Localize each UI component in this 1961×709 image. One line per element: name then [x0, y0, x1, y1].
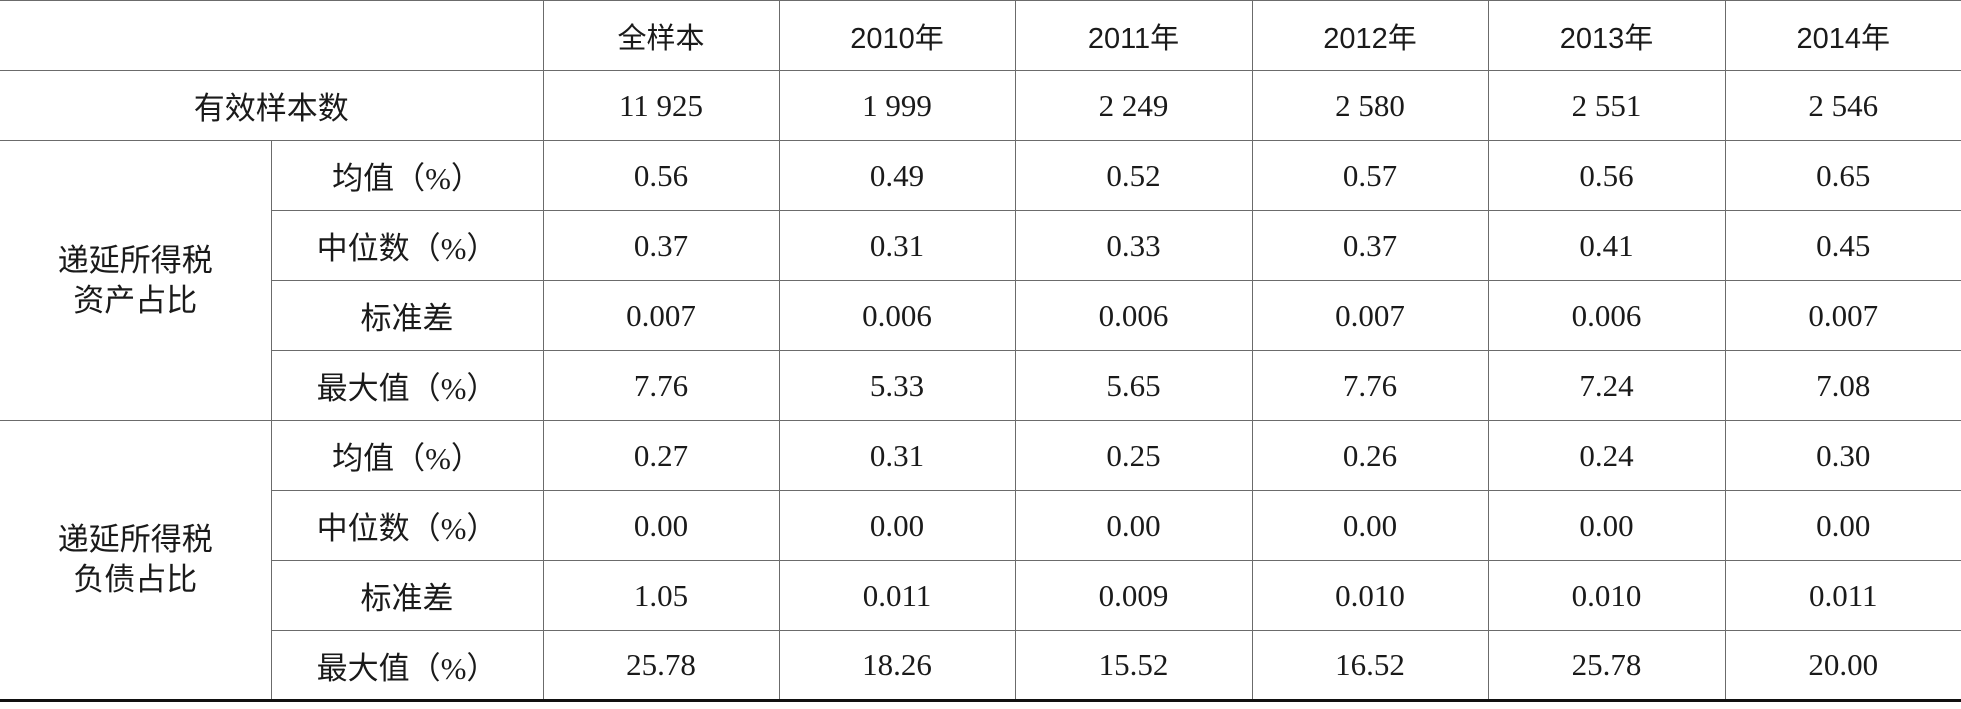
- cell: 0.41: [1487, 210, 1726, 281]
- data-row: 标准差 1.05 0.011 0.009 0.010 0.010 0.011: [0, 560, 1961, 631]
- row-label: 均值（%）: [270, 140, 544, 211]
- cell: 7.08: [1724, 350, 1961, 421]
- cell: 18.26: [778, 630, 1016, 702]
- cell: 0.30: [1724, 420, 1961, 491]
- cell: 5.65: [1014, 350, 1253, 421]
- group-label-line: 递延所得税: [57, 522, 213, 557]
- corner-cell: [0, 0, 544, 71]
- cell: 0.45: [1724, 210, 1961, 281]
- header-cell: 2013年: [1487, 0, 1726, 71]
- cell: 0.011: [1724, 560, 1961, 631]
- cell: 0.49: [778, 140, 1016, 211]
- row-label: 中位数（%）: [271, 490, 544, 561]
- cell: 0.56: [542, 140, 780, 211]
- header-row: 全样本 2010年 2011年 2012年 2013年 2014年: [0, 0, 1961, 71]
- row-label: 有效样本数: [0, 70, 544, 141]
- data-row: 中位数（%） 0.37 0.31 0.33 0.37 0.41 0.45: [0, 210, 1961, 281]
- cell: 0.24: [1487, 420, 1726, 491]
- data-row: 递延所得税 资产占比 均值（%） 0.56 0.49 0.52 0.57 0.56 0.65: [0, 140, 1961, 421]
- cell: 1 999: [778, 70, 1016, 141]
- cell: 0.00: [542, 490, 780, 561]
- data-row: 递延所得税 负债占比 均值（%） 0.27 0.31 0.25 0.26 0.24 0.30: [0, 420, 1961, 702]
- cell: 0.31: [778, 420, 1016, 491]
- cell: 1.05: [542, 560, 780, 631]
- header-cell: 全样本: [542, 0, 780, 71]
- data-row: 标准差 0.007 0.006 0.006 0.007 0.006 0.007: [0, 280, 1961, 351]
- cell: 0.009: [1014, 560, 1253, 631]
- cell: 25.78: [542, 630, 780, 702]
- cell: 0.56: [1487, 140, 1726, 211]
- cell: 2 546: [1724, 70, 1961, 141]
- cell: 2 249: [1014, 70, 1253, 141]
- cell: 0.37: [1251, 210, 1489, 281]
- group-label-line: 递延所得税: [57, 242, 213, 278]
- cell: 0.010: [1251, 560, 1489, 631]
- row-label: 均值（%）: [270, 420, 544, 491]
- cell: 7.24: [1487, 350, 1726, 421]
- row-label: 标准差: [271, 560, 544, 631]
- cell: 0.010: [1487, 560, 1726, 631]
- cell: 0.26: [1251, 420, 1489, 491]
- group-label: 递延所得税 负债占比: [0, 420, 272, 702]
- row-label: 中位数（%）: [271, 210, 544, 281]
- cell: 2 580: [1251, 70, 1489, 141]
- header-cell: 2014年: [1724, 0, 1961, 71]
- cell: 0.00: [1014, 490, 1253, 561]
- cell: 16.52: [1251, 630, 1489, 702]
- group-label-line: 负债占比: [73, 562, 198, 597]
- row-label: 最大值（%）: [271, 630, 544, 702]
- header-cell: 2011年: [1014, 0, 1253, 71]
- cell: 25.78: [1487, 630, 1726, 702]
- group-label-line: 资产占比: [73, 282, 198, 318]
- cell: 7.76: [542, 350, 780, 421]
- group-label: 递延所得税 资产占比: [0, 140, 272, 421]
- data-row: 最大值（%） 25.78 18.26 15.52 16.52 25.78 20.00: [0, 630, 1961, 702]
- cell: 0.52: [1014, 140, 1253, 211]
- cell: 0.007: [542, 280, 780, 351]
- cell: 0.006: [778, 280, 1016, 351]
- cell: 0.65: [1724, 140, 1961, 211]
- cell: 0.57: [1251, 140, 1489, 211]
- cell: 0.37: [542, 210, 780, 281]
- cell: 11 925: [542, 70, 780, 141]
- cell: 0.27: [542, 420, 780, 491]
- cell: 0.33: [1014, 210, 1253, 281]
- row-label: 最大值（%）: [271, 350, 544, 421]
- data-row: 最大值（%） 7.76 5.33 5.65 7.76 7.24 7.08: [0, 350, 1961, 421]
- cell: 0.00: [778, 490, 1016, 561]
- sample-row: 有效样本数 11 925 1 999 2 249 2 580 2 551 2 546: [0, 70, 1961, 141]
- cell: 0.00: [1487, 490, 1726, 561]
- cell: 0.007: [1724, 280, 1961, 351]
- cell: 15.52: [1014, 630, 1253, 702]
- header-cell: 2012年: [1251, 0, 1489, 71]
- cell: 2 551: [1487, 70, 1726, 141]
- cell: 0.006: [1014, 280, 1253, 351]
- cell: 0.006: [1487, 280, 1726, 351]
- cell: 0.31: [778, 210, 1016, 281]
- cell: 0.007: [1251, 280, 1489, 351]
- data-row: 中位数（%） 0.00 0.00 0.00 0.00 0.00 0.00: [0, 490, 1961, 561]
- cell: 7.76: [1251, 350, 1489, 421]
- cell: 20.00: [1724, 630, 1961, 702]
- cell: 5.33: [778, 350, 1016, 421]
- cell: 0.25: [1014, 420, 1253, 491]
- row-label: 标准差: [271, 280, 544, 351]
- cell: 0.00: [1251, 490, 1489, 561]
- cell: 0.011: [778, 560, 1016, 631]
- header-cell: 2010年: [778, 0, 1016, 71]
- cell: 0.00: [1724, 490, 1961, 561]
